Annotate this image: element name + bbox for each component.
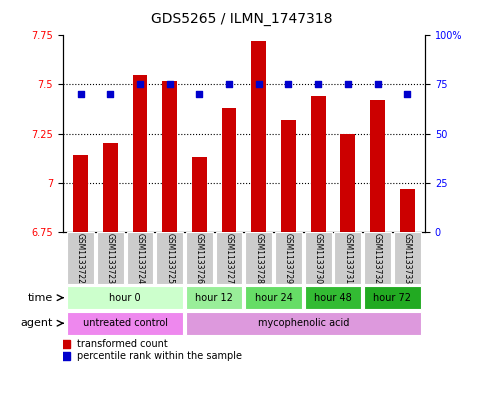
FancyBboxPatch shape	[127, 232, 154, 285]
Text: GSM1133723: GSM1133723	[106, 233, 115, 284]
Point	[225, 81, 233, 88]
Point	[374, 81, 382, 88]
Bar	[341, 134, 355, 232]
FancyBboxPatch shape	[97, 232, 124, 285]
Text: GSM1133724: GSM1133724	[136, 233, 144, 284]
Text: GSM1133730: GSM1133730	[313, 233, 323, 284]
Bar	[370, 100, 385, 232]
FancyBboxPatch shape	[186, 232, 213, 285]
Text: GSM1133732: GSM1133732	[373, 233, 382, 284]
Point	[255, 81, 263, 88]
FancyBboxPatch shape	[186, 286, 242, 309]
Text: agent: agent	[21, 318, 53, 328]
Point	[344, 81, 352, 88]
Bar	[251, 41, 266, 232]
Bar	[162, 81, 177, 232]
Bar	[132, 75, 147, 232]
FancyBboxPatch shape	[216, 232, 242, 285]
Point	[196, 91, 203, 97]
FancyBboxPatch shape	[364, 232, 391, 285]
Point	[284, 81, 292, 88]
FancyBboxPatch shape	[275, 232, 302, 285]
Text: GSM1133722: GSM1133722	[76, 233, 85, 284]
Text: GSM1133729: GSM1133729	[284, 233, 293, 284]
Point	[314, 81, 322, 88]
Text: time: time	[28, 293, 53, 303]
Bar	[103, 143, 118, 232]
Text: percentile rank within the sample: percentile rank within the sample	[77, 351, 242, 361]
Text: mycophenolic acid: mycophenolic acid	[257, 318, 349, 328]
Text: transformed count: transformed count	[77, 339, 168, 349]
Text: GSM1133726: GSM1133726	[195, 233, 204, 284]
Text: GSM1133728: GSM1133728	[254, 233, 263, 284]
Point	[77, 91, 85, 97]
FancyBboxPatch shape	[67, 312, 183, 335]
Text: GSM1133731: GSM1133731	[343, 233, 352, 284]
FancyBboxPatch shape	[186, 312, 421, 335]
Text: hour 0: hour 0	[109, 293, 141, 303]
Bar	[192, 157, 207, 232]
Point	[136, 81, 144, 88]
Point	[403, 91, 411, 97]
Bar	[311, 96, 326, 232]
FancyBboxPatch shape	[335, 232, 361, 285]
FancyBboxPatch shape	[67, 286, 183, 309]
Point	[166, 81, 173, 88]
Text: GDS5265 / ILMN_1747318: GDS5265 / ILMN_1747318	[151, 12, 332, 26]
Text: hour 72: hour 72	[373, 293, 412, 303]
FancyBboxPatch shape	[245, 232, 272, 285]
Bar	[73, 155, 88, 232]
FancyBboxPatch shape	[394, 232, 421, 285]
Text: GSM1133733: GSM1133733	[403, 233, 412, 284]
Point	[106, 91, 114, 97]
Text: hour 12: hour 12	[195, 293, 233, 303]
Text: hour 48: hour 48	[314, 293, 352, 303]
FancyBboxPatch shape	[305, 286, 361, 309]
FancyBboxPatch shape	[67, 232, 94, 285]
Bar	[222, 108, 237, 232]
Text: hour 24: hour 24	[255, 293, 293, 303]
Bar	[400, 189, 414, 232]
FancyBboxPatch shape	[245, 286, 302, 309]
Text: GSM1133725: GSM1133725	[165, 233, 174, 284]
Text: GSM1133727: GSM1133727	[225, 233, 234, 284]
FancyBboxPatch shape	[156, 232, 183, 285]
Text: untreated control: untreated control	[83, 318, 168, 328]
Bar	[281, 120, 296, 232]
FancyBboxPatch shape	[305, 232, 331, 285]
FancyBboxPatch shape	[364, 286, 421, 309]
